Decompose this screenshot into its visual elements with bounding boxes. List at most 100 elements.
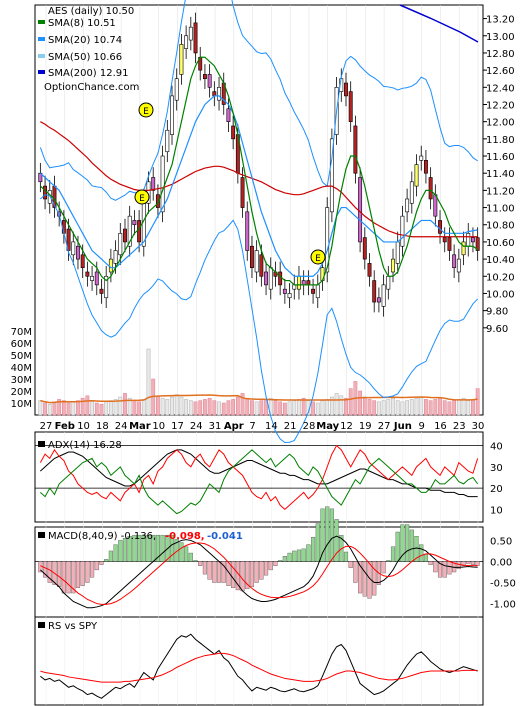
macd-histogram-bar	[249, 561, 255, 587]
volume-bar	[174, 394, 179, 416]
macd-histogram-bar	[287, 552, 292, 562]
volume-tick-label: 40M	[11, 363, 32, 374]
volume-bar	[419, 396, 424, 416]
adx-tick-label: 40	[490, 442, 503, 453]
candle-body	[174, 78, 179, 101]
macd-histogram-bar	[381, 561, 386, 574]
volume-bar	[362, 396, 367, 416]
candle-body	[362, 237, 367, 260]
macd-histogram-bar	[226, 561, 231, 586]
macd-histogram-bar	[207, 561, 212, 580]
candle-body	[259, 254, 264, 277]
x-tick-label: 16	[434, 421, 447, 432]
candle-body	[108, 258, 113, 273]
macd-histogram-bar	[320, 508, 325, 562]
candle-body	[344, 82, 348, 97]
price-tick-label: 11.40	[486, 169, 515, 180]
price-tick-label: 13.20	[486, 15, 515, 26]
macd-histogram-bar	[202, 561, 208, 575]
macd-series-1	[40, 542, 478, 605]
candle-body	[90, 275, 95, 281]
candle-body	[442, 237, 447, 243]
candle-body	[80, 254, 85, 268]
candle-body	[264, 271, 268, 286]
x-tick-label: 19	[359, 421, 372, 432]
macd-tick-label: -1.00	[490, 600, 516, 611]
legend-swatch-sma8	[38, 20, 45, 24]
volume-bar	[334, 393, 339, 416]
svg-text:E: E	[139, 194, 145, 204]
price-tick-label: 10.00	[486, 289, 515, 300]
candle-body	[311, 288, 316, 294]
candle-body	[113, 250, 118, 264]
volume-bar	[254, 401, 259, 416]
macd-histogram-bar	[263, 561, 269, 576]
volume-bar	[137, 401, 141, 416]
macd-histogram-bar	[433, 561, 438, 573]
price-tick-label: 12.60	[486, 66, 515, 77]
candle-body	[160, 155, 165, 213]
x-tick-label: 14	[265, 421, 278, 432]
macd-histogram-bar	[362, 561, 367, 597]
price-title: AES (daily) 10.50	[48, 6, 134, 17]
volume-bar	[372, 400, 377, 416]
macd-histogram-bar	[325, 506, 330, 562]
candle-body	[447, 237, 452, 251]
adx-swatch	[38, 441, 45, 447]
macd-histogram-bar	[442, 561, 447, 578]
legend-sma200: SMA(200) 12.91	[48, 68, 129, 79]
candle-body	[391, 258, 395, 273]
x-tick-label: 17	[171, 421, 184, 432]
volume-tick-label: 20M	[11, 387, 32, 398]
earnings-marker-2: E	[134, 189, 150, 205]
volume-tick-label: 10M	[11, 399, 32, 410]
candle-body	[278, 271, 283, 286]
macd-histogram-bar	[71, 561, 76, 594]
volume-bar	[409, 399, 414, 416]
candle-body	[231, 125, 236, 140]
macd-histogram-bar	[198, 561, 203, 566]
macd-histogram-bar	[89, 561, 95, 578]
macd-histogram-bar	[306, 544, 311, 562]
candle-body	[170, 95, 174, 135]
volume-bar	[315, 402, 320, 416]
macd-histogram-bar	[390, 546, 396, 562]
rs-title: RS vs SPY	[48, 621, 98, 632]
macd-histogram-bar	[343, 551, 349, 562]
volume-bar	[146, 348, 151, 416]
candle-body	[207, 74, 212, 88]
volume-bar	[99, 403, 104, 416]
macd-histogram-bar	[437, 561, 443, 578]
macd-histogram-bar	[179, 542, 184, 562]
macd-swatch	[38, 532, 45, 538]
volume-bar	[231, 399, 236, 416]
volume-bar	[339, 395, 344, 416]
macd-histogram-bar	[127, 536, 132, 562]
volume-bar	[188, 400, 193, 416]
adx-series-1	[39, 444, 479, 511]
candle-body	[85, 271, 90, 277]
macd-histogram-bar	[353, 561, 358, 583]
candle-body	[123, 228, 127, 243]
volume-bar	[395, 400, 400, 416]
macd-histogram-bar	[372, 561, 377, 596]
candle-body	[268, 267, 273, 290]
macd-histogram-bar	[122, 538, 128, 562]
candle-body	[438, 220, 442, 234]
x-tick-label: 18	[96, 421, 109, 432]
volume-bar	[405, 400, 410, 416]
volume-bar	[424, 399, 428, 416]
macd-histogram-bar	[475, 561, 480, 566]
svg-text:E: E	[315, 254, 321, 264]
volume-bar	[184, 399, 189, 416]
candle-body	[419, 155, 424, 161]
macd-histogram-bar	[141, 534, 146, 562]
price-tick-label: 9.80	[486, 307, 508, 318]
macd-histogram-bar	[348, 561, 353, 568]
macd-histogram-bar	[132, 534, 137, 562]
candle-body	[306, 280, 311, 286]
volume-bar	[358, 390, 362, 416]
volume-bar	[108, 400, 113, 416]
macd-histogram-bar	[118, 540, 123, 562]
